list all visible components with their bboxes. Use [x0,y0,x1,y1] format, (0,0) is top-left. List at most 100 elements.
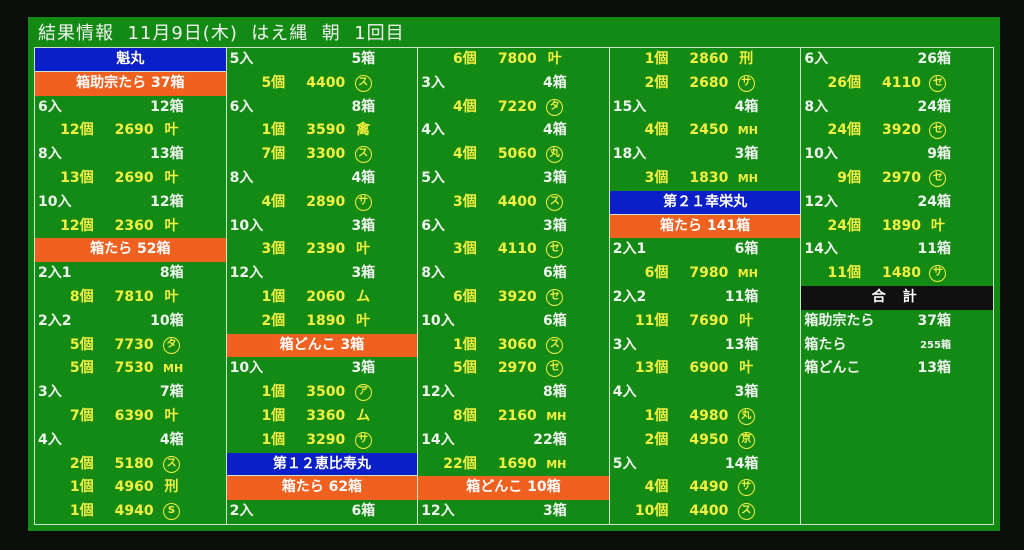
total-row: 箱たら 255箱 [801,334,993,358]
lot-quantity: 6個 [644,265,669,282]
buyer-mark-icon: 丸 [737,407,755,425]
lot-price: 2860 [689,51,729,67]
buyer-mark-icon: ス [163,455,180,473]
box-count: 7箱 [159,384,184,401]
size-label: 2入1 [38,265,72,282]
lot-row: 6個 3920 セ [418,286,609,310]
buyer-mark-icon: タ [546,98,564,116]
lot-quantity: 5個 [453,360,477,377]
buyer-mark-icon: 叶 [164,407,179,424]
lot-row: 8個 2160 MH [418,405,609,429]
size-row: 6入 3箱 [418,215,609,239]
lot-quantity: 5個 [69,360,94,377]
total-label: 箱たら [804,336,847,353]
box-count: 255箱 [920,339,951,351]
lot-price: 2360 [114,217,154,234]
lot-price: 2160 [497,407,537,424]
size-row: 4入 4箱 [418,119,609,143]
total-label: 箱どんこ [804,360,861,377]
size-row: 2入2 10箱 [35,310,226,334]
results-column: 魁丸 箱助宗たら 37箱 6入 12箱 12個 2690 叶 8入 13箱 13個 2690 叶 10入… [35,48,227,524]
size-label: 12入 [229,265,264,282]
lot-quantity: 7個 [69,407,94,424]
lot-price: 1830 [689,169,729,186]
lot-row: 4個 5060 丸 [418,143,609,167]
lot-row: 4個 7220 タ [418,96,609,120]
size-label: 6入 [229,98,254,115]
lot-price: 7800 [497,51,537,67]
lot-row: 1個 3290 サ [227,429,418,453]
lot-row: 2個 2680 サ [610,72,801,96]
lot-quantity: 12個 [60,122,94,139]
box-count: 3箱 [351,265,376,282]
lot-row: 24個 3920 セ [801,119,993,143]
buyer-mark-icon: 叶 [164,217,179,234]
size-row: 8入 13箱 [35,143,226,167]
lot-row: 3個 2390 叶 [227,238,418,262]
buyer-mark-icon: 叶 [164,122,179,139]
box-count: 26箱 [917,51,951,67]
buyer-mark-icon: 叶 [739,312,754,329]
lot-quantity: 3個 [453,241,477,258]
lot-quantity: 2個 [69,455,94,472]
lot-row: 6個 7980 MH [610,262,801,286]
board-title: 結果情報 11月9日(木) はえ縄 朝 1回目 [38,23,405,44]
size-row: 10入 6箱 [418,310,609,334]
size-row: 12入 3箱 [418,500,609,524]
lot-price: 6390 [114,407,154,424]
lot-row: 13個 2690 叶 [35,167,226,191]
category-header: 箱たら 62箱 [226,476,418,501]
size-label: 5入 [612,455,637,472]
lot-price: 3920 [497,288,537,305]
lot-quantity: 13個 [634,360,669,377]
box-count: 6箱 [543,312,567,329]
size-label: 15入 [612,98,647,115]
size-label: 3入 [38,384,62,401]
lot-row: 4個 2890 サ [227,191,418,215]
lot-row: 24個 1890 叶 [801,215,993,239]
box-count: 5箱 [351,51,376,67]
lot-row: 1個 2060 ム [227,286,418,310]
buyer-mark-icon: 叶 [739,360,754,377]
size-label: 8入 [38,146,62,163]
buyer-mark-icon: 叶 [356,241,371,258]
lot-row: 4個 2450 MH [610,119,801,143]
buyer-mark-icon: MH [163,362,184,376]
size-label: 8入 [229,169,254,186]
size-label: 2入2 [38,312,72,329]
size-label: 3入 [612,336,637,353]
size-label: 18入 [612,146,647,163]
lot-quantity: 4個 [453,98,477,115]
buyer-mark-icon: セ [929,122,947,140]
box-count: 14箱 [724,455,759,472]
size-row: 3入 4箱 [418,72,609,96]
lot-quantity: 3個 [261,241,286,258]
size-row: 5入 3箱 [418,167,609,191]
lot-price: 3920 [882,122,921,139]
size-label: 12入 [421,384,455,401]
lot-quantity: 1個 [261,431,286,448]
size-label: 8入 [804,98,829,115]
lot-row: 1個 2860 刑 [610,48,801,72]
lot-quantity: 1個 [69,503,94,520]
buyer-mark-icon: 京 [737,431,755,449]
size-row: 2入1 6箱 [610,238,801,262]
lot-quantity: 2個 [261,312,286,329]
lot-row: 7個 6390 叶 [35,405,226,429]
lot-price: 4490 [689,479,729,496]
results-grid: 魁丸 箱助宗たら 37箱 6入 12箱 12個 2690 叶 8入 13箱 13個 2690 叶 10入… [34,47,994,525]
lot-price: 2970 [882,169,921,186]
total-row: 箱助宗たら 37箱 [801,310,993,334]
lot-price: 4400 [689,503,729,520]
size-label: 6入 [421,217,445,234]
box-count: 12箱 [150,98,184,115]
vessel-header: 魁丸 [35,48,226,72]
lot-price: 4110 [497,241,537,258]
lot-quantity: 1個 [644,407,669,424]
lot-quantity: 10個 [634,503,669,520]
lot-quantity: 1個 [261,122,286,139]
box-count: 3箱 [351,360,376,377]
lot-quantity: 13個 [60,169,94,186]
buyer-mark-icon: サ [354,431,372,449]
lot-price: 7530 [114,360,154,377]
